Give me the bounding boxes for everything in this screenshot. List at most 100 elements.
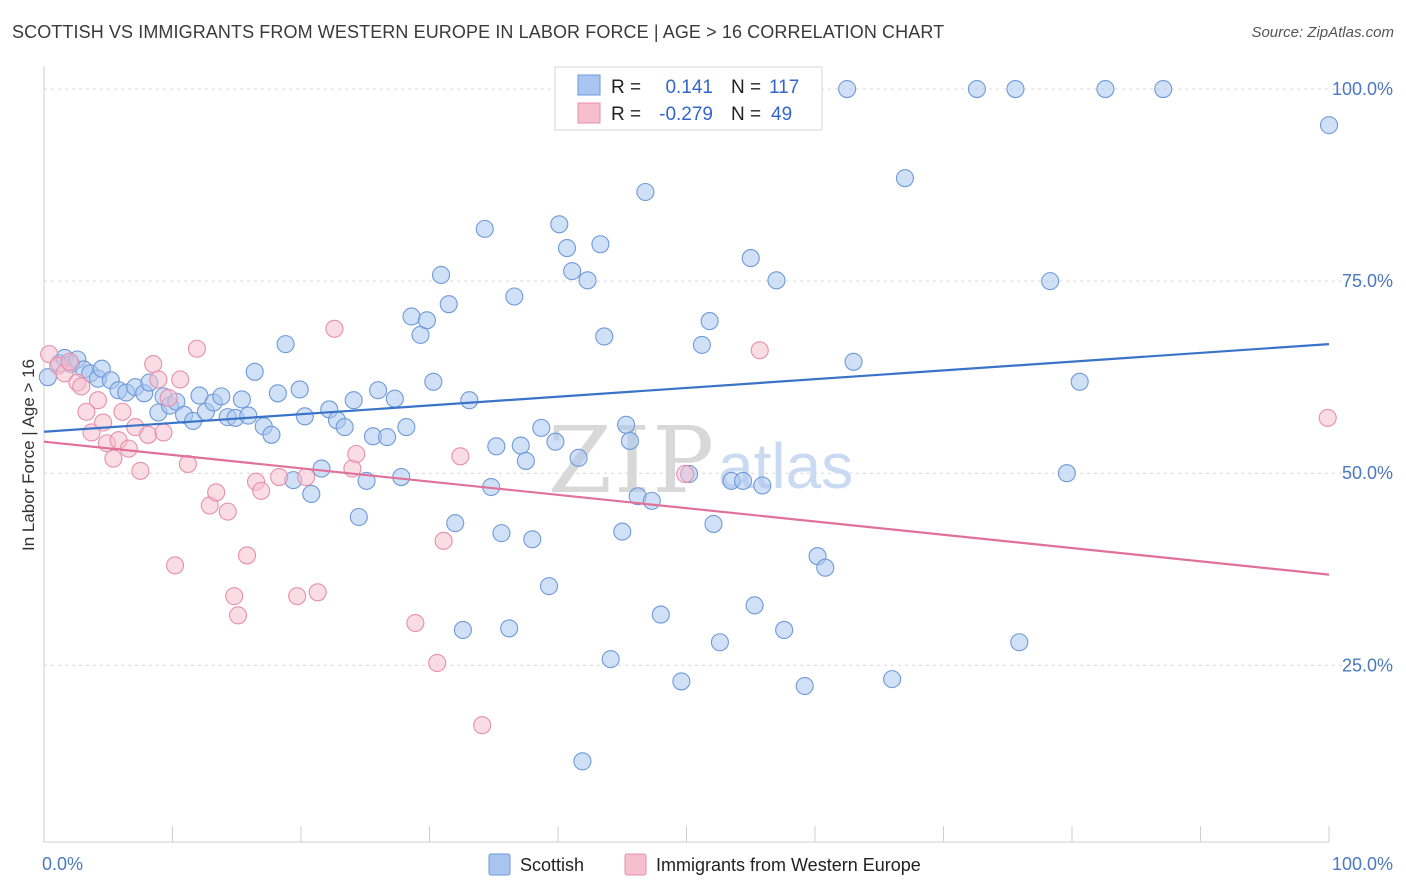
scottish-point-29	[245, 362, 264, 381]
scottish-point-73	[557, 239, 577, 258]
legend-swatch-scottish	[488, 853, 511, 876]
legend: Scottish Immigrants from Western Europe	[488, 853, 921, 876]
scottish-point-75	[569, 448, 588, 467]
scottish-point-68	[523, 530, 542, 549]
scottish-point-43	[349, 507, 368, 527]
scottish-point-114	[1070, 372, 1089, 391]
stats-n-label-immigrants: N =	[731, 104, 761, 125]
scottish-point-60	[475, 219, 494, 238]
scottish-point-48	[385, 389, 404, 408]
scottish-point-85	[636, 182, 655, 202]
stats-n-value-immigrants: 49	[771, 104, 792, 125]
scottish-trend-line	[43, 343, 1330, 433]
immigrants-point-5	[72, 377, 91, 396]
immigrants-point-43	[434, 531, 453, 550]
immigrants-point-42	[428, 653, 447, 673]
scottish-point-71	[546, 432, 565, 451]
scottish-point-62	[487, 437, 506, 456]
scottish-point-94	[710, 633, 729, 652]
scottish-point-98	[745, 596, 764, 615]
immigrants-point-31	[237, 546, 257, 565]
scottish-point-96	[733, 471, 753, 490]
scottish-point-38	[312, 459, 331, 478]
stats-n-value-scottish: 117	[769, 77, 799, 98]
scottish-point-99	[753, 476, 772, 495]
scottish-point-82	[617, 415, 636, 434]
immigrants-points	[40, 319, 1337, 735]
immigrants-point-28	[218, 502, 237, 521]
scottish-point-87	[651, 605, 670, 624]
immigrants-point-40	[347, 444, 366, 464]
scottish-point-91	[692, 335, 711, 354]
x-tick-label-min: 0.0%	[42, 854, 83, 874]
immigrants-trend-line	[43, 440, 1330, 576]
y-tick-label-75: 75.0%	[1342, 271, 1393, 291]
immigrants-point-35	[288, 587, 307, 606]
scottish-point-35	[290, 380, 309, 399]
scottish-point-77	[578, 271, 597, 290]
scottish-point-58	[453, 620, 472, 639]
immigrants-point-22	[166, 556, 185, 575]
scottish-point-74	[563, 262, 582, 281]
scottish-point-104	[816, 558, 835, 577]
immigrants-point-16	[131, 461, 150, 480]
scottish-point-86	[642, 491, 661, 510]
scottish-point-51	[402, 307, 421, 326]
scottish-point-63	[492, 524, 511, 543]
y-tick-label-100: 100.0%	[1332, 79, 1393, 99]
scottish-point-112	[1041, 272, 1060, 291]
scottish-point-107	[883, 670, 902, 689]
scottish-point-37	[302, 484, 321, 504]
scottish-point-54	[424, 372, 443, 391]
scottish-point-46	[369, 381, 388, 400]
scottish-point-110	[1006, 79, 1025, 99]
stats-r-label-scottish: R =	[611, 77, 641, 98]
scottish-point-27	[232, 390, 251, 409]
immigrants-point-17	[139, 425, 158, 444]
stats-swatch-scottish	[577, 74, 601, 96]
chart-title: SCOTTISH VS IMMIGRANTS FROM WESTERN EURO…	[12, 22, 945, 42]
scottish-point-41	[335, 418, 354, 437]
axes	[43, 66, 1330, 843]
scottish-point-32	[268, 384, 287, 403]
immigrants-point-46	[676, 464, 695, 484]
immigrants-point-38	[325, 319, 344, 338]
immigrants-point-48	[1318, 408, 1337, 427]
scottish-point-89	[672, 672, 691, 691]
scottish-point-92	[700, 312, 719, 331]
scottish-point-64	[500, 619, 519, 638]
chart-source: Source: ZipAtlas.com	[1251, 24, 1394, 41]
stats-n-label-scottish: N =	[731, 77, 761, 98]
trend-lines	[43, 343, 1330, 576]
immigrants-point-11	[104, 449, 123, 468]
immigrants-point-29	[225, 587, 244, 606]
scottish-point-115	[1096, 79, 1115, 99]
scottish-point-97	[741, 249, 760, 268]
stats-swatch-immigrants	[577, 102, 601, 124]
immigrants-point-23	[171, 370, 190, 389]
immigrants-point-27	[207, 483, 226, 502]
immigrants-point-37	[308, 583, 327, 602]
immigrants-point-8	[88, 391, 108, 410]
immigrants-point-47	[750, 341, 769, 360]
scottish-point-102	[795, 676, 814, 696]
immigrants-point-19	[149, 370, 168, 389]
x-tick-label-max: 100.0%	[1332, 854, 1393, 874]
y-tick-label-25: 25.0%	[1342, 655, 1393, 675]
scottish-point-109	[967, 79, 986, 99]
scottish-point-47	[378, 428, 397, 447]
immigrants-point-14	[119, 439, 138, 458]
scottish-point-100	[767, 271, 786, 290]
scottish-point-55	[432, 265, 451, 285]
scottish-point-31	[262, 425, 281, 444]
stats-r-label-immigrants: R =	[611, 104, 641, 125]
immigrants-point-20	[154, 423, 173, 442]
scottish-point-53	[417, 311, 436, 330]
stats-r-value-immigrants: -0.279	[659, 104, 713, 125]
scottish-point-0	[38, 368, 57, 387]
immigrants-point-36	[297, 467, 316, 487]
grid-lines	[44, 88, 1363, 666]
immigrants-point-41	[406, 613, 425, 633]
scottish-point-106	[844, 352, 863, 371]
